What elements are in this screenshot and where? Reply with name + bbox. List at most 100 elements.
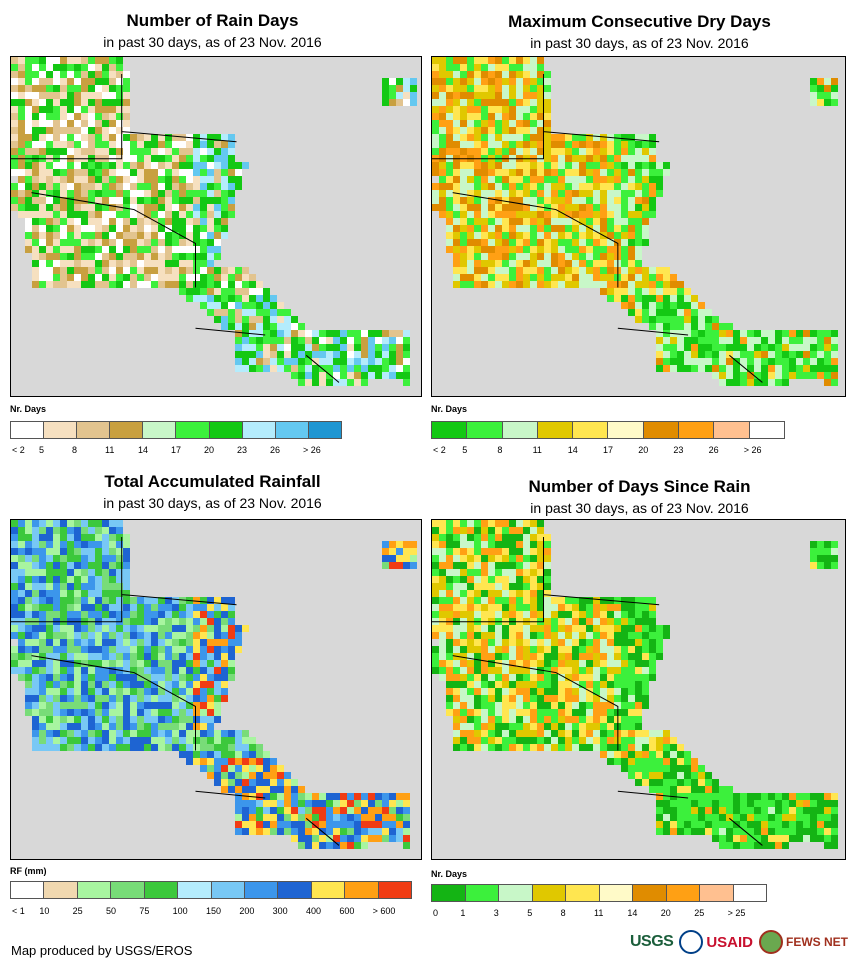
legend-label: 5 [527, 908, 533, 918]
legend-swatch [532, 885, 566, 901]
total-rainfall-map [10, 519, 422, 860]
legend-color-bar [431, 884, 767, 902]
days-since-rain-map [431, 519, 846, 860]
panel-title: Maximum Consecutive Dry Days [508, 12, 771, 31]
legend-label: 23 [673, 445, 684, 455]
map-credit: Map produced by USGS/EROS [11, 943, 193, 958]
legend-swatch [209, 422, 243, 438]
legend-color-bar [10, 881, 412, 899]
legend-swatch [566, 885, 600, 901]
fewsnet-globe-icon [759, 930, 784, 954]
legend-swatch [345, 882, 379, 898]
legend-swatch [11, 422, 45, 438]
legend-swatch [465, 885, 499, 901]
legend-swatch [44, 422, 78, 438]
legend-swatch [378, 882, 412, 898]
legend-swatch [144, 882, 179, 898]
legend-label: 8 [72, 445, 78, 455]
legend-labels: < 1 10 25 50 75 100 150 200 300 400 600 > 600 [10, 906, 410, 918]
legend-label: 300 [272, 906, 288, 916]
legend-swatch [278, 882, 312, 898]
fewsnet-logo: FEWS NET [759, 930, 848, 954]
legend-title: Nr. Days [431, 869, 468, 879]
panel-title: Total Accumulated Rainfall [104, 472, 321, 491]
legend-label: 8 [560, 908, 566, 918]
legend-labels: < 2 5 8 11 14 17 20 23 26 > 26 [10, 445, 340, 457]
legend-label: 23 [237, 445, 248, 455]
legend-label: 17 [603, 445, 614, 455]
legend-swatch [700, 885, 734, 901]
legend-label: 200 [239, 906, 255, 916]
legend-swatch [502, 422, 538, 438]
legend-swatch [537, 422, 574, 438]
legend-label: 0 [433, 908, 439, 918]
legend-swatch [432, 885, 466, 901]
legend-label: 10 [39, 906, 50, 916]
legend-label: 5 [39, 445, 45, 455]
panel-rain-days: Number of Rain Days in past 30 days, as … [0, 0, 425, 460]
legend-swatch [178, 882, 212, 898]
legend-swatch [733, 885, 766, 901]
legend-color-bar [10, 421, 342, 439]
legend-label: < 2 [12, 445, 25, 455]
legend-labels: 0 1 3 5 8 11 14 20 25 > 25 [431, 908, 765, 920]
country-borders [432, 536, 763, 846]
map-canvas [432, 520, 838, 849]
legend-label: 26 [270, 445, 281, 455]
legend-color-bar [431, 421, 785, 439]
legend-label: 14 [138, 445, 149, 455]
legend-label: > 26 [743, 445, 762, 455]
legend-swatch [714, 422, 750, 438]
legend-label: 600 [339, 906, 355, 916]
legend-label: 1 [460, 908, 466, 918]
legend-swatch [608, 422, 644, 438]
panel-subtitle: in past 30 days, as of 23 Nov. 2016 [530, 35, 749, 51]
legend-swatch [679, 422, 715, 438]
legend-swatch [308, 422, 341, 438]
country-borders [11, 73, 340, 383]
legend-label: 14 [627, 908, 638, 918]
legend-swatch [44, 882, 78, 898]
legend-label: 14 [567, 445, 578, 455]
legend-swatch [275, 422, 309, 438]
legend-swatch [244, 882, 279, 898]
usaid-logo-text: USAID [706, 933, 754, 951]
legend-label: 50 [106, 906, 117, 916]
country-borders [11, 536, 340, 846]
legend-label: 100 [172, 906, 188, 916]
legend-swatch [242, 422, 276, 438]
legend-swatch [573, 422, 609, 438]
legend-title: Nr. Days [431, 404, 468, 414]
map-canvas [11, 57, 417, 386]
legend-title: RF (mm) [10, 866, 47, 876]
legend-label: < 2 [433, 445, 446, 455]
legend-swatch [11, 882, 45, 898]
legend-swatch [432, 422, 468, 438]
legend-label: 3 [493, 908, 499, 918]
legend-swatch [111, 882, 145, 898]
legend-swatch [211, 882, 245, 898]
legend-label: 150 [206, 906, 222, 916]
legend-label: > 25 [727, 908, 746, 918]
panel-subtitle: in past 30 days, as of 23 Nov. 2016 [103, 495, 322, 511]
legend-labels: < 2 5 8 11 14 17 20 23 26 > 26 [431, 445, 783, 457]
legend-title: Nr. Days [10, 404, 47, 414]
legend-swatch [633, 885, 667, 901]
legend-label: 20 [638, 445, 649, 455]
panel-subtitle: in past 30 days, as of 23 Nov. 2016 [103, 34, 322, 50]
fewsnet-logo-text: FEWS NET [786, 935, 849, 949]
legend-swatch [599, 885, 633, 901]
legend-label: < 1 [12, 906, 25, 916]
panel-total-rainfall: Total Accumulated Rainfall in past 30 da… [0, 465, 425, 925]
legend-label: 25 [72, 906, 83, 916]
panel-title: Number of Rain Days [126, 11, 299, 30]
panel-days-since-rain: Number of Days Since Rain in past 30 day… [427, 465, 852, 925]
legend-label: 11 [105, 445, 115, 455]
legend-swatch [143, 422, 177, 438]
panel-title: Number of Days Since Rain [528, 477, 751, 496]
legend-label: 8 [497, 445, 503, 455]
usaid-seal-icon [679, 930, 704, 954]
legend-swatch [77, 422, 111, 438]
legend-swatch [666, 885, 700, 901]
panel-subtitle: in past 30 days, as of 23 Nov. 2016 [530, 500, 749, 516]
